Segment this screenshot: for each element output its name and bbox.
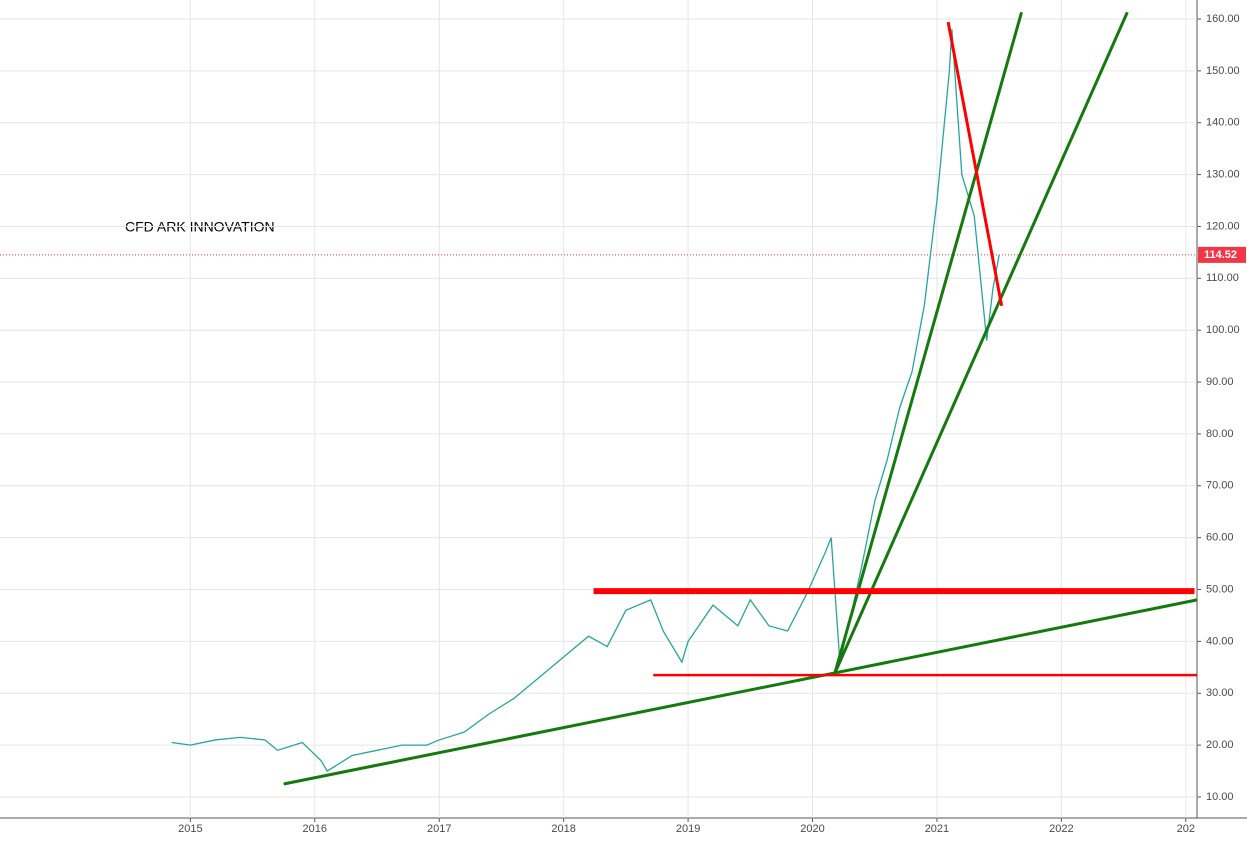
x-tick-label: 2022 [1049, 823, 1073, 835]
y-tick-label: 120.00 [1206, 220, 1240, 232]
y-tick-label: 110.00 [1206, 272, 1239, 284]
x-tick-label: 2015 [178, 823, 202, 835]
x-tick-label: 2016 [303, 823, 327, 835]
y-tick-label: 70.00 [1206, 480, 1234, 492]
y-tick-label: 90.00 [1206, 376, 1234, 388]
x-tick-label: 2018 [551, 823, 575, 835]
y-tick-label: 40.00 [1206, 635, 1234, 647]
y-tick-label: 80.00 [1206, 428, 1234, 440]
x-tick-label: 2020 [800, 823, 824, 835]
y-tick-label: 100.00 [1206, 324, 1240, 336]
x-tick-label: 2017 [427, 823, 451, 835]
x-tick-label: 2019 [676, 823, 700, 835]
y-tick-label: 140.00 [1206, 117, 1240, 129]
y-tick-label: 60.00 [1206, 532, 1234, 544]
y-tick-label: 30.00 [1206, 687, 1234, 699]
trend-line [283, 598, 1198, 786]
trend-line [833, 11, 1129, 674]
y-tick-label: 150.00 [1206, 65, 1240, 77]
trend-line [946, 21, 1004, 307]
y-tick-label: 130.00 [1206, 168, 1240, 180]
y-tick-label: 10.00 [1206, 791, 1234, 803]
last-price-label: 114.52 [1204, 249, 1237, 261]
x-tick-label: 202 [1177, 823, 1195, 835]
price-line [171, 29, 1000, 772]
y-tick-label: 50.00 [1206, 583, 1234, 595]
y-tick-label: 160.00 [1206, 13, 1240, 25]
y-tick-label: 20.00 [1206, 739, 1234, 751]
last-price-tag [1198, 246, 1246, 263]
x-tick-label: 2021 [925, 823, 949, 835]
trend-line [833, 11, 1023, 674]
